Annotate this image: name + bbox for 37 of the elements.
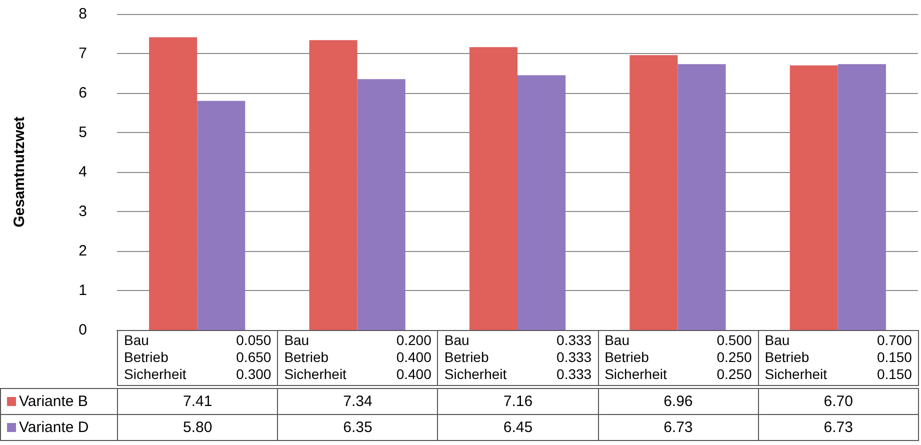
data-label: 6.96 bbox=[598, 388, 759, 415]
y-tick-label: 1 bbox=[78, 282, 87, 299]
bar bbox=[518, 75, 566, 330]
y-tick-label: 2 bbox=[78, 242, 87, 260]
bar bbox=[149, 37, 198, 330]
bar bbox=[678, 64, 726, 330]
legend-label: Variante D bbox=[19, 419, 89, 436]
data-label: 6.45 bbox=[437, 414, 599, 441]
category-label: Bau 0.700 Betrieb 0.150 Sicherheit 0.150 bbox=[764, 332, 912, 382]
y-tick-label: 8 bbox=[78, 6, 87, 22]
category-label: Bau 0.333 Betrieb 0.333 Sicherheit 0.333 bbox=[444, 332, 592, 382]
data-label: 7.41 bbox=[117, 388, 278, 415]
bar bbox=[357, 79, 406, 330]
bar bbox=[790, 65, 838, 330]
y-tick-label: 3 bbox=[78, 203, 87, 220]
bar bbox=[630, 55, 678, 330]
y-tick-label: 0 bbox=[78, 322, 87, 338]
legend-label: Variante B bbox=[19, 393, 88, 410]
category-label: Bau 0.500 Betrieb 0.250 Sicherheit 0.250 bbox=[604, 332, 752, 382]
data-label: 6.35 bbox=[277, 414, 438, 441]
data-label: 6.70 bbox=[758, 388, 919, 415]
category-label: Bau 0.050 Betrieb 0.650 Sicherheit 0.300 bbox=[124, 332, 272, 382]
data-label: 5.80 bbox=[117, 414, 278, 441]
bar bbox=[309, 40, 358, 330]
bar bbox=[469, 47, 518, 330]
data-label: 6.73 bbox=[598, 414, 759, 441]
data-label: 7.16 bbox=[437, 388, 599, 415]
y-tick-label: 4 bbox=[78, 164, 87, 180]
data-label: 6.73 bbox=[758, 414, 919, 441]
bar bbox=[838, 64, 886, 330]
y-tick-label: 6 bbox=[78, 84, 87, 102]
category-label: Bau 0.200 Betrieb 0.400 Sicherheit 0.400 bbox=[284, 332, 432, 382]
y-axis-title: Gesamtnutzwet bbox=[11, 116, 28, 228]
y-tick-label: 7 bbox=[78, 45, 87, 62]
bar bbox=[197, 100, 246, 330]
y-tick-label: 5 bbox=[78, 124, 87, 141]
data-label: 7.34 bbox=[277, 388, 438, 415]
